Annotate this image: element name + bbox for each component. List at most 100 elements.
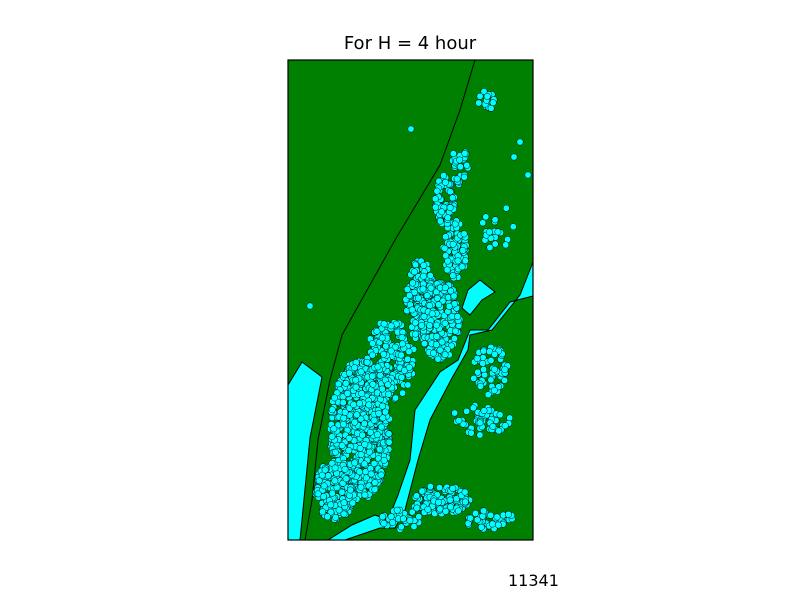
data-point	[489, 423, 497, 430]
data-point	[449, 240, 457, 248]
data-point	[418, 487, 426, 495]
data-point	[479, 359, 487, 367]
data-point	[491, 350, 499, 358]
data-point	[436, 484, 443, 492]
data-point	[385, 430, 393, 438]
data-point	[426, 302, 434, 310]
data-point	[451, 335, 458, 343]
data-point	[510, 153, 518, 161]
data-point	[356, 468, 364, 476]
data-point	[424, 505, 432, 513]
data-point	[445, 302, 453, 310]
data-point	[449, 272, 457, 280]
data-point	[509, 223, 517, 231]
data-point	[340, 510, 348, 518]
data-point	[487, 357, 495, 364]
data-point	[387, 513, 395, 521]
data-point	[324, 472, 332, 480]
data-point	[393, 506, 401, 514]
data-point	[368, 372, 376, 380]
data-point	[335, 380, 343, 388]
data-point	[435, 498, 442, 506]
data-point	[339, 420, 347, 428]
data-point	[357, 415, 365, 423]
data-point	[476, 92, 484, 100]
data-point	[345, 369, 353, 377]
data-point	[491, 365, 498, 373]
data-point	[501, 376, 509, 384]
data-point	[363, 358, 371, 366]
data-point	[463, 161, 471, 169]
data-point	[502, 204, 510, 212]
data-point	[426, 272, 434, 280]
data-point	[398, 373, 406, 381]
data-point	[380, 520, 388, 527]
data-point	[342, 475, 350, 483]
data-point	[474, 368, 482, 376]
data-point	[406, 517, 414, 524]
data-point	[414, 294, 422, 302]
data-point	[399, 389, 407, 397]
data-point	[357, 451, 365, 459]
data-point	[365, 401, 373, 409]
data-point	[351, 418, 359, 426]
data-point	[501, 366, 509, 374]
data-point	[456, 156, 464, 164]
data-point	[328, 489, 336, 497]
data-point	[356, 444, 364, 452]
data-point	[502, 241, 510, 249]
data-point	[338, 488, 346, 496]
data-point	[341, 408, 349, 416]
plot-frame	[287, 59, 534, 541]
data-point	[412, 261, 420, 269]
data-point	[331, 394, 338, 402]
data-point	[370, 460, 378, 468]
data-point	[318, 471, 326, 479]
data-point	[403, 285, 411, 293]
data-point	[486, 228, 493, 236]
data-point	[446, 204, 454, 212]
data-point	[371, 486, 379, 493]
data-point	[340, 499, 348, 507]
hudson-river	[288, 361, 323, 540]
data-point	[397, 351, 405, 359]
data-point	[314, 490, 322, 498]
data-point	[327, 508, 335, 516]
data-point	[398, 334, 406, 342]
data-point	[442, 178, 449, 186]
data-point	[376, 371, 384, 379]
east-river	[327, 261, 533, 540]
data-point	[432, 203, 439, 211]
data-point	[358, 390, 366, 397]
data-point	[444, 214, 452, 222]
data-point	[361, 491, 369, 499]
data-point	[483, 92, 491, 100]
data-point	[477, 523, 485, 531]
data-point	[410, 288, 418, 296]
data-point	[480, 366, 488, 373]
data-point	[328, 433, 336, 441]
data-point	[447, 287, 455, 295]
data-point	[472, 509, 479, 517]
data-point	[420, 340, 428, 348]
data-point	[400, 367, 408, 374]
data-point	[455, 417, 463, 424]
data-point	[347, 486, 354, 494]
data-point	[369, 340, 376, 347]
data-point	[480, 88, 488, 95]
data-point	[320, 482, 328, 490]
data-point	[345, 434, 353, 442]
data-point	[404, 355, 412, 363]
data-point	[441, 284, 449, 292]
count-label: 11341	[508, 571, 559, 590]
data-point	[488, 520, 496, 528]
data-point	[331, 448, 339, 456]
data-point	[436, 346, 444, 354]
data-point	[426, 322, 434, 329]
data-point	[366, 428, 374, 436]
data-point	[427, 284, 435, 292]
data-point	[380, 456, 388, 464]
data-point	[459, 246, 467, 254]
data-point	[460, 230, 468, 238]
